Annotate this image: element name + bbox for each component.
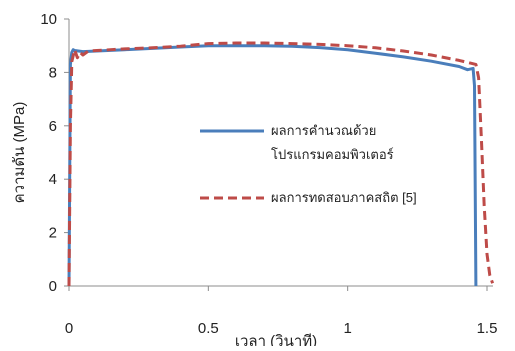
x-tick-label: 0.5	[198, 320, 219, 337]
legend-label-1: ผลการคำนวณด้วย	[271, 123, 376, 138]
legend-label-1: โปรแกรมคอมพิวเตอร์	[271, 147, 394, 162]
y-axis-title: ความดัน (MPa)	[11, 102, 28, 204]
y-tick-label: 2	[49, 225, 57, 242]
y-tick-label: 4	[49, 171, 57, 188]
y-tick-label: 0	[49, 278, 57, 295]
series-line-2	[67, 41, 495, 287]
x-axis-title: เวลา (วินาที)	[235, 333, 317, 346]
y-tick-label: 10	[40, 11, 57, 28]
legend-label-2: ผลการทดสอบภาคสถิต [5]	[271, 190, 417, 205]
y-tick-label: 8	[49, 64, 57, 81]
y-tick-label: 6	[49, 118, 57, 135]
x-tick-label: 0	[65, 320, 73, 337]
x-tick-label: 1	[343, 320, 351, 337]
x-tick-label: 1.5	[477, 320, 498, 337]
series-line-1	[67, 44, 478, 287]
